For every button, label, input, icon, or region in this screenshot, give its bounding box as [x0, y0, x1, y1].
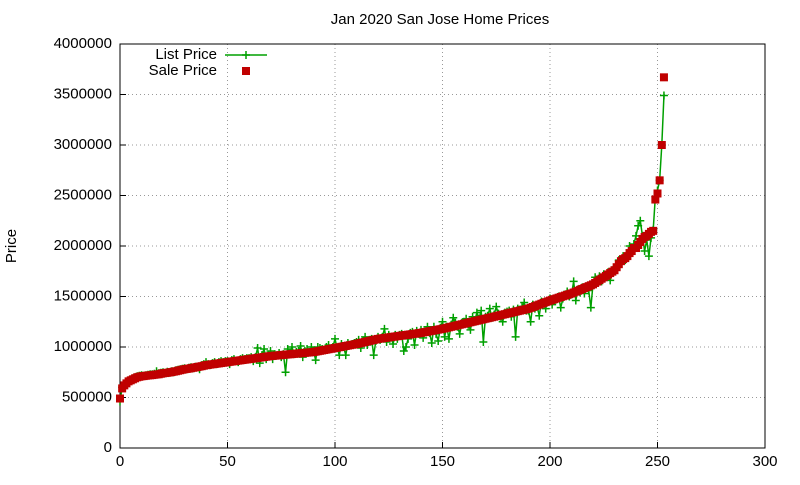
- y-axis-label: Price: [3, 229, 20, 263]
- point: [644, 252, 653, 261]
- point: [655, 176, 664, 185]
- legend-label: List Price: [155, 46, 217, 63]
- point: [526, 317, 535, 326]
- series-line: [119, 95, 665, 402]
- point: [479, 337, 488, 346]
- point: [511, 332, 520, 341]
- point: [440, 332, 449, 341]
- point: [485, 304, 494, 313]
- plot-frame: [119, 43, 766, 449]
- point: [636, 216, 645, 225]
- point: [535, 311, 544, 320]
- point: [341, 351, 350, 360]
- plot: [116, 73, 668, 406]
- point: [410, 340, 419, 349]
- point: [331, 334, 339, 343]
- y-tick-label: 2500000: [54, 186, 112, 203]
- legend-marker: [242, 51, 250, 59]
- point: [444, 334, 453, 343]
- grid: 0 500000 1000000 1500000 2000000 2500000 30000…: [54, 35, 778, 470]
- y-tick-label: 2000000: [54, 237, 112, 254]
- chart-title: Jan 2020 San Jose Home Prices: [331, 11, 549, 28]
- point: [657, 141, 666, 149]
- point: [380, 324, 389, 333]
- y-tick-label: 3000000: [54, 136, 112, 153]
- point: [651, 195, 660, 204]
- y-tick-label: 4000000: [54, 35, 112, 52]
- point: [492, 302, 501, 311]
- point: [389, 339, 398, 348]
- point: [369, 351, 378, 360]
- point: [640, 247, 649, 256]
- x-tick-label: 300: [752, 453, 777, 470]
- y-tick-label: 500000: [62, 388, 112, 405]
- point: [296, 341, 305, 350]
- legend-label: Sale Price: [149, 62, 217, 79]
- point: [253, 344, 262, 353]
- point: [116, 394, 124, 403]
- point: [260, 345, 269, 354]
- point: [401, 343, 410, 351]
- point: [659, 91, 668, 100]
- point: [586, 303, 595, 312]
- point: [477, 306, 486, 315]
- x-tick-label: 0: [116, 453, 124, 470]
- point: [571, 296, 580, 305]
- point: [659, 73, 668, 82]
- x-tick-label: 100: [322, 453, 347, 470]
- point: [399, 347, 408, 356]
- point: [311, 356, 320, 365]
- x-tick-label: 50: [219, 453, 236, 470]
- point: [455, 329, 464, 338]
- point: [427, 338, 436, 347]
- point: [653, 189, 662, 198]
- x-tick-label: 250: [645, 453, 670, 470]
- legend-marker: [242, 67, 250, 75]
- point: [449, 313, 458, 322]
- point: [472, 308, 481, 317]
- point: [281, 368, 290, 377]
- y-tick-label: 1500000: [54, 287, 112, 304]
- x-tick-label: 200: [537, 453, 562, 470]
- point: [434, 336, 443, 345]
- x-tick-label: 150: [430, 453, 455, 470]
- point: [466, 325, 475, 334]
- point: [649, 226, 658, 235]
- y-tick-label: 0: [104, 439, 112, 456]
- y-tick-label: 1000000: [54, 338, 112, 355]
- point: [288, 343, 296, 351]
- point: [569, 277, 578, 286]
- point: [634, 221, 643, 230]
- y-tick-label: 3500000: [54, 85, 112, 102]
- point: [556, 303, 565, 312]
